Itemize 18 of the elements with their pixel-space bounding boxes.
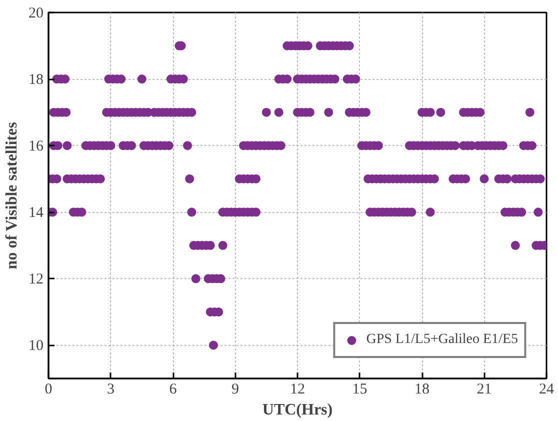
x-axis-title: UTC(Hrs) <box>262 402 333 418</box>
y-tick-label: 12 <box>28 272 44 288</box>
x-tick-label: 18 <box>414 382 430 398</box>
x-tick-label: 12 <box>290 382 305 398</box>
x-tick-label: 6 <box>169 382 178 398</box>
x-tick-label: 0 <box>44 382 52 398</box>
y-axis-title: no of Visible satellites <box>4 122 20 270</box>
y-tick-label: 20 <box>28 6 44 22</box>
x-tick-label: 3 <box>107 382 114 398</box>
y-tick-label: 14 <box>28 205 44 222</box>
x-tick-label: 21 <box>476 382 492 398</box>
y-tick-label: 10 <box>28 338 44 354</box>
y-tick-label: 16 <box>28 138 44 155</box>
x-tick-label: 9 <box>232 382 239 398</box>
legend-label: GPS L1/L5+Galileo E1/E5 <box>366 332 518 348</box>
x-tick-label: 24 <box>539 382 554 398</box>
x-tick-label: 15 <box>352 382 368 398</box>
y-tick-label: 18 <box>28 72 44 88</box>
